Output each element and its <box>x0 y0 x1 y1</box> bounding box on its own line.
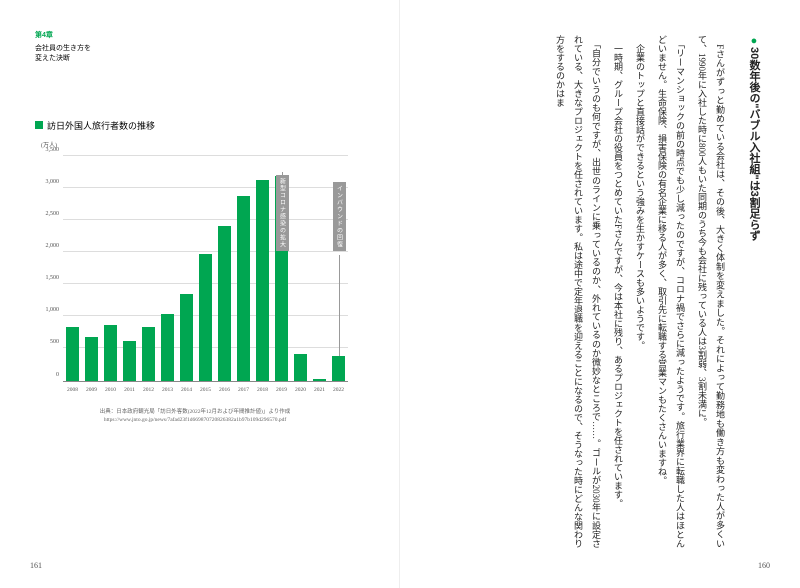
chart-bar <box>161 314 173 381</box>
x-tick-label: 2009 <box>86 387 97 393</box>
x-tick-label: 2008 <box>67 387 78 393</box>
y-axis-unit: (万人) <box>41 140 355 149</box>
gridline <box>63 187 348 188</box>
y-tick-label: 2,500 <box>35 211 59 217</box>
chart-callout: インバウンドの回復 <box>333 182 346 251</box>
x-tick-label: 2011 <box>124 387 135 393</box>
x-tick-label: 2014 <box>181 387 192 393</box>
chart-source-line1: 出典：日本政府観光局「訪日外客数(2022年12月および年間推計値)」より作成 <box>35 408 355 416</box>
section-heading: ●30数年後の"バブル入社組"は3割足らず <box>743 35 765 548</box>
chart-bar <box>123 341 135 381</box>
y-tick-label: 0 <box>35 372 59 378</box>
body-paragraph: 「リーマンショックの前の時点でも少し減ったのですが、コロナ禍でさらに減ったようで… <box>653 35 689 548</box>
x-tick-label: 2022 <box>333 387 344 393</box>
chart-bar <box>237 196 249 380</box>
chart-bar <box>104 325 116 380</box>
chapter-subtitle-line1: 会社員の生き方を <box>35 44 364 54</box>
x-tick-label: 2015 <box>200 387 211 393</box>
x-tick-label: 2019 <box>276 387 287 393</box>
gridline <box>63 251 348 252</box>
chart-bar <box>66 327 78 381</box>
x-tick-label: 2016 <box>219 387 230 393</box>
chart-bar <box>199 254 211 381</box>
chart-callout-line <box>282 172 283 176</box>
body-paragraph: 一時期、グループ会社の役員をつとめていたFさんですが、今は本社に残り、あるプロジ… <box>609 35 627 548</box>
body-paragraph: 企業のトップと直接話ができるという強みを生かすケースも多いようです。 <box>631 35 649 548</box>
y-tick-label: 1,500 <box>35 275 59 281</box>
chart-plot-area: 05001,0001,5002,0002,5003,0003,500200820… <box>35 151 355 396</box>
body-paragraph: Fさんがずっと勤めている会社は、その後、大きく体制を変えました。それによって勤務… <box>693 35 729 548</box>
chapter-label: 第4章 <box>35 30 364 40</box>
gridline <box>63 219 348 220</box>
page-number-left: 161 <box>30 561 42 570</box>
chart-bar <box>142 327 154 381</box>
bullet-icon: ● <box>748 35 760 47</box>
x-tick-label: 2021 <box>314 387 325 393</box>
y-tick-label: 3,000 <box>35 179 59 185</box>
chart-bar <box>85 337 97 381</box>
chart-callout: 新型コロナ感染の拡大 <box>276 175 289 251</box>
chapter-subtitle-line2: 変えた決断 <box>35 54 364 64</box>
body-text-area: ●30数年後の"バブル入社組"は3割足らず Fさんがずっと勤めている会社は、その後… <box>435 35 765 548</box>
x-tick-label: 2012 <box>143 387 154 393</box>
body-paragraph: 「自分でいうのも何ですが、出世のラインに乗っているのか、外れているのか微妙なとこ… <box>551 35 605 548</box>
chart-bar <box>256 180 268 381</box>
chart-bar <box>313 379 325 381</box>
x-tick-label: 2013 <box>162 387 173 393</box>
y-tick-label: 3,500 <box>35 147 59 153</box>
y-tick-label: 1,000 <box>35 307 59 313</box>
chart-bar <box>294 354 306 380</box>
x-tick-label: 2010 <box>105 387 116 393</box>
y-tick-label: 2,000 <box>35 243 59 249</box>
chart-callout-line <box>339 255 340 356</box>
chart-bar <box>332 356 344 381</box>
legend-square-icon <box>35 121 43 129</box>
y-tick-label: 500 <box>35 339 59 345</box>
page-left: 第4章 会社員の生き方を 変えた決断 訪日外国人旅行者数の推移 (万人) 0 50… <box>0 0 400 588</box>
chart-bar <box>218 226 230 381</box>
chart-source: 出典：日本政府観光局「訪日外客数(2022年12月および年間推計値)」より作成 … <box>35 408 355 425</box>
chart-source-line2: https://www.jnto.go.jp/news/7afad23f1d66… <box>35 416 355 424</box>
chart-title-text: 訪日外国人旅行者数の推移 <box>47 119 155 132</box>
x-tick-label: 2018 <box>257 387 268 393</box>
gridline <box>63 155 348 156</box>
page-right: ●30数年後の"バブル入社組"は3割足らず Fさんがずっと勤めている会社は、その後… <box>400 0 800 588</box>
x-tick-label: 2020 <box>295 387 306 393</box>
x-tick-label: 2017 <box>238 387 249 393</box>
chart-bar <box>180 294 192 380</box>
chart-container: 訪日外国人旅行者数の推移 (万人) 0 500 1,000 1,500 2,000 2,5… <box>35 119 355 425</box>
section-heading-text: 30数年後の"バブル入社組"は3割足らず <box>748 47 760 241</box>
page-number-right: 160 <box>758 561 770 570</box>
chart-title: 訪日外国人旅行者数の推移 <box>35 119 355 132</box>
